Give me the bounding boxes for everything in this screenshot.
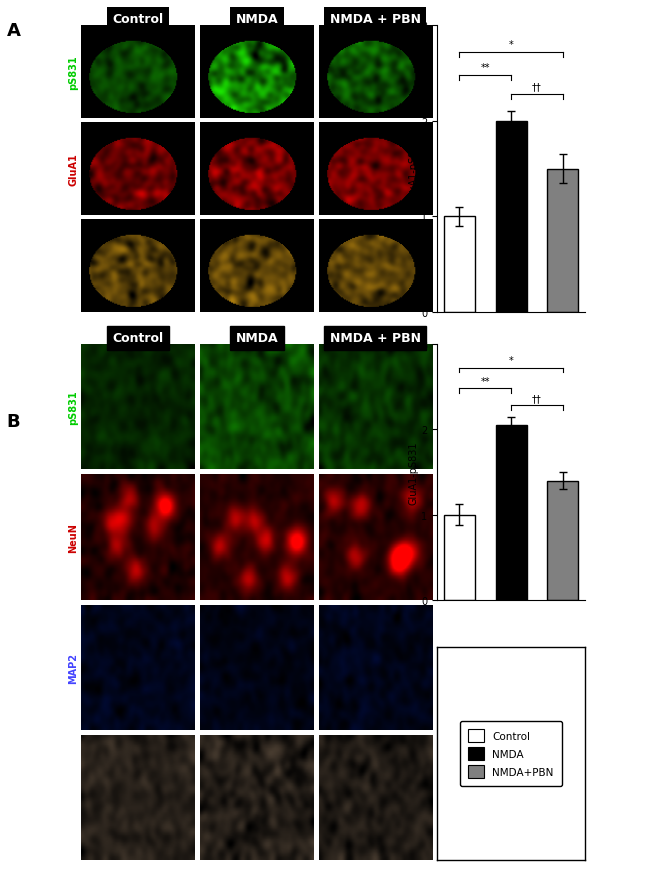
Y-axis label: pS831: pS831 — [68, 56, 79, 90]
Y-axis label: Merged: Merged — [68, 777, 79, 819]
Title: NMDA + PBN: NMDA + PBN — [330, 332, 421, 345]
Text: B: B — [6, 413, 20, 431]
Bar — [495, 426, 526, 600]
Bar — [547, 169, 578, 313]
Title: Control: Control — [112, 13, 164, 26]
Y-axis label: NeuN: NeuN — [68, 522, 79, 553]
Title: NMDA + PBN: NMDA + PBN — [330, 13, 421, 26]
Bar — [495, 122, 526, 313]
Legend: Control, NMDA, NMDA+PBN: Control, NMDA, NMDA+PBN — [460, 721, 562, 786]
Text: ††: †† — [532, 82, 542, 92]
Text: **: ** — [480, 63, 490, 73]
Y-axis label: GluA1-pS831: GluA1-pS831 — [408, 441, 419, 504]
Title: NMDA: NMDA — [235, 13, 278, 26]
Y-axis label: pS831: pS831 — [68, 390, 79, 425]
Y-axis label: GluA1: GluA1 — [68, 153, 79, 186]
Y-axis label: MAP2: MAP2 — [68, 652, 79, 683]
Text: *: * — [509, 356, 514, 366]
Bar — [444, 515, 475, 600]
Title: Control: Control — [112, 332, 164, 345]
Text: **: ** — [480, 376, 490, 387]
Text: *: * — [509, 40, 514, 50]
Y-axis label: Merged: Merged — [68, 245, 79, 287]
Y-axis label: GluA1-pS831: GluA1-pS831 — [408, 137, 419, 201]
Bar — [444, 217, 475, 313]
Text: A: A — [6, 22, 20, 40]
Title: NMDA: NMDA — [235, 332, 278, 345]
Text: ††: †† — [532, 394, 542, 403]
Bar — [547, 481, 578, 600]
